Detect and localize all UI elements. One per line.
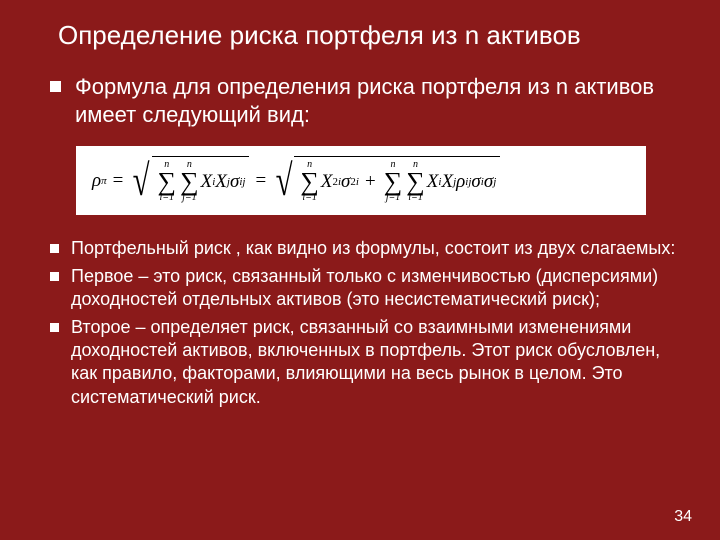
bullet-text: Первое – это риск, связанный только с из… xyxy=(71,265,680,312)
bullet-text: Портфельный риск , как видно из формулы,… xyxy=(71,237,675,260)
intro-bullet: Формула для определения риска портфеля и… xyxy=(50,73,680,128)
bullet-text: Второе – определяет риск, связанный со в… xyxy=(71,316,680,410)
bullet-item: Портфельный риск , как видно из формулы,… xyxy=(50,237,680,260)
square-bullet-icon xyxy=(50,244,59,253)
formula: ρπ = √ n ∑ i=1 n ∑ j=1 Xi Xj σij = xyxy=(76,146,646,215)
slide-title: Определение риска портфеля из n активов xyxy=(58,20,680,51)
page-number: 34 xyxy=(674,508,692,526)
square-bullet-icon xyxy=(50,272,59,281)
bullet-item: Второе – определяет риск, связанный со в… xyxy=(50,316,680,410)
intro-text: Формула для определения риска портфеля и… xyxy=(75,73,680,128)
square-bullet-icon xyxy=(50,81,61,92)
bullet-item: Первое – это риск, связанный только с из… xyxy=(50,265,680,312)
square-bullet-icon xyxy=(50,323,59,332)
